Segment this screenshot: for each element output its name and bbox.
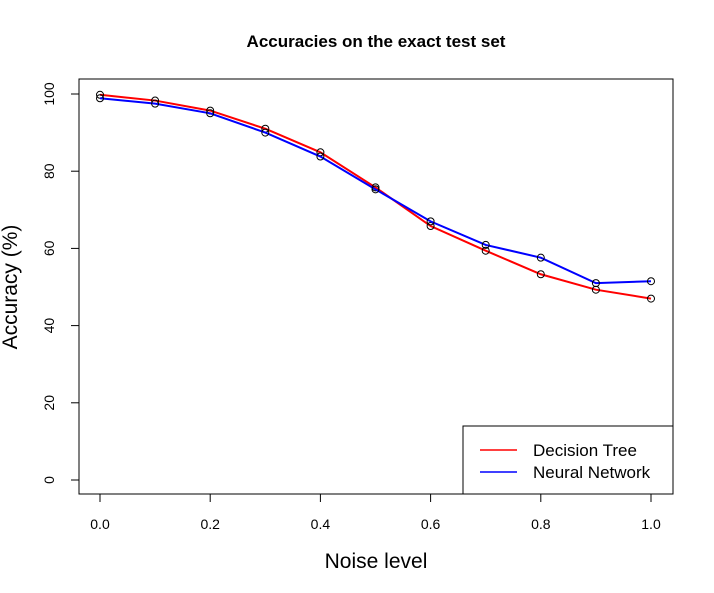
x-axis-label: Noise level: [325, 550, 428, 573]
data-point-neural-network: [151, 99, 160, 108]
y-axis-label: Accuracy (%): [0, 225, 22, 350]
x-tick-label: 0.8: [531, 516, 551, 532]
y-tick-label: 80: [41, 163, 57, 179]
data-point-decision-tree: [481, 246, 490, 255]
legend-label-decision-tree: Decision Tree: [533, 441, 637, 460]
data-point-neural-network: [647, 277, 655, 286]
data-point-decision-tree: [426, 222, 435, 231]
y-tick-label: 100: [41, 82, 57, 106]
data-point-neural-network: [371, 185, 380, 194]
data-point-neural-network: [481, 240, 490, 249]
y-ticks: 0 20 40 60 80 100: [41, 82, 79, 484]
data-point-neural-network: [591, 279, 600, 288]
legend-label-neural-network: Neural Network: [533, 463, 651, 482]
x-tick-label: 0.2: [200, 516, 220, 532]
data-point-decision-tree: [536, 270, 545, 279]
legend: Decision Tree Neural Network: [462, 425, 674, 495]
x-tick-label: 0.6: [421, 516, 441, 532]
legend-box: [462, 425, 674, 495]
data-point-neural-network: [536, 253, 545, 262]
data-point-neural-network: [316, 152, 325, 161]
series-line-decision-tree: [99, 93, 652, 300]
data-point-neural-network: [426, 217, 435, 226]
x-tick-label: 0.0: [90, 516, 110, 532]
series-layer: [96, 90, 655, 303]
x-ticks: 0.0 0.2 0.4 0.6 0.8 1.0: [90, 494, 661, 532]
series-line-neural-network: [99, 97, 652, 285]
data-point-neural-network: [96, 94, 104, 103]
y-tick-label: 20: [41, 395, 57, 411]
chart-title: Accuracies on the exact test set: [247, 32, 506, 51]
y-tick-label: 40: [41, 318, 57, 334]
y-tick-label: 60: [41, 240, 57, 256]
data-point-neural-network: [206, 109, 215, 118]
data-point-decision-tree: [647, 294, 655, 303]
data-point-neural-network: [261, 128, 270, 137]
y-tick-label: 0: [41, 476, 57, 484]
x-tick-label: 1.0: [641, 516, 661, 532]
x-tick-label: 0.4: [311, 516, 331, 532]
